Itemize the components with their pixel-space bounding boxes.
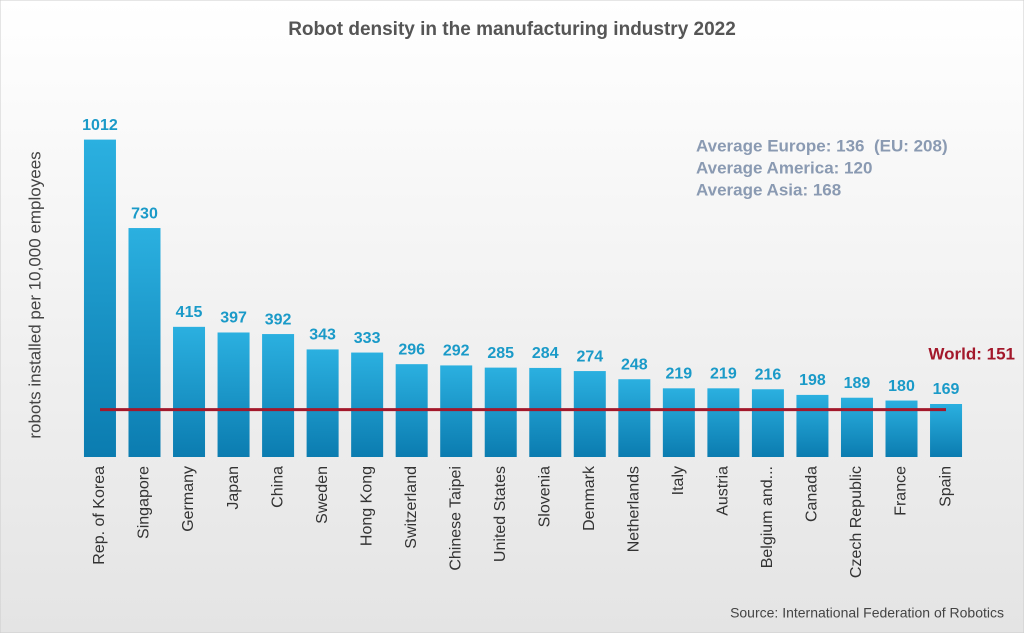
bar (662, 388, 695, 457)
x-tick-label: Rep. of Korea (91, 466, 108, 565)
bar (440, 365, 473, 457)
x-tick-label: Chinese Taipei (447, 466, 464, 571)
value-label: 1012 (82, 117, 118, 134)
x-tick-label: Czech Republic (848, 466, 865, 578)
value-label: 343 (309, 327, 336, 344)
reference-label: World: 151 (928, 344, 1015, 363)
x-tick-label: Japan (225, 466, 242, 510)
value-label: 415 (176, 304, 203, 321)
y-axis-label: robots installed per 10,000 employees (25, 151, 44, 438)
x-tick-label: Slovenia (536, 466, 553, 527)
value-label: 189 (844, 375, 871, 392)
bar (484, 367, 517, 457)
bar (128, 228, 161, 457)
bar (351, 352, 384, 457)
x-tick-label: China (269, 466, 286, 508)
value-label: 397 (220, 310, 247, 327)
bar (173, 326, 206, 457)
bar (262, 334, 295, 457)
bar (529, 367, 562, 457)
bar (306, 349, 339, 457)
x-tick-label: Singapore (136, 466, 153, 539)
value-label: 284 (532, 345, 559, 362)
x-tick-label: Italy (670, 466, 687, 495)
x-tick-label: Denmark (581, 465, 598, 531)
value-label: 730 (131, 205, 158, 222)
bar (930, 403, 963, 457)
value-label: 392 (265, 311, 292, 328)
x-tick-label: Belgium and... (759, 466, 776, 568)
x-tick-label: Germany (180, 466, 197, 532)
bar (618, 379, 651, 457)
bar (796, 394, 829, 457)
value-label: 296 (398, 341, 425, 358)
bar (217, 332, 250, 457)
value-label: 219 (710, 366, 737, 383)
x-tick-label: United States (492, 466, 509, 562)
value-label: 198 (799, 372, 826, 389)
value-label: 285 (487, 345, 514, 362)
x-tick-label: Netherlands (626, 466, 643, 552)
bar (840, 397, 873, 457)
bar (573, 371, 606, 457)
source: Source: International Federation of Robo… (730, 605, 1004, 621)
bar (751, 389, 784, 457)
x-tick-label: Hong Kong (358, 466, 375, 546)
annotation: Average Asia: 168 (696, 180, 841, 199)
chart-title: Robot density in the manufacturing indus… (288, 19, 736, 40)
x-tick-label: Austria (715, 466, 732, 516)
value-label: 180 (888, 378, 915, 395)
x-tick-label: France (893, 466, 910, 516)
x-tick-label: Spain (937, 466, 954, 507)
value-label: 169 (933, 381, 960, 398)
bar (707, 388, 740, 457)
value-label: 333 (354, 330, 381, 347)
annotation: Average Europe: 136 (EU: 208) (696, 136, 948, 155)
annotation: Average America: 120 (696, 158, 872, 177)
value-label: 248 (621, 356, 648, 373)
value-label: 292 (443, 343, 470, 360)
x-tick-label: Canada (804, 466, 821, 522)
bar (83, 139, 116, 457)
x-tick-label: Sweden (314, 466, 331, 524)
value-label: 219 (666, 366, 693, 383)
x-tick-label: Switzerland (403, 466, 420, 549)
value-label: 274 (576, 348, 603, 365)
value-label: 216 (755, 366, 782, 383)
